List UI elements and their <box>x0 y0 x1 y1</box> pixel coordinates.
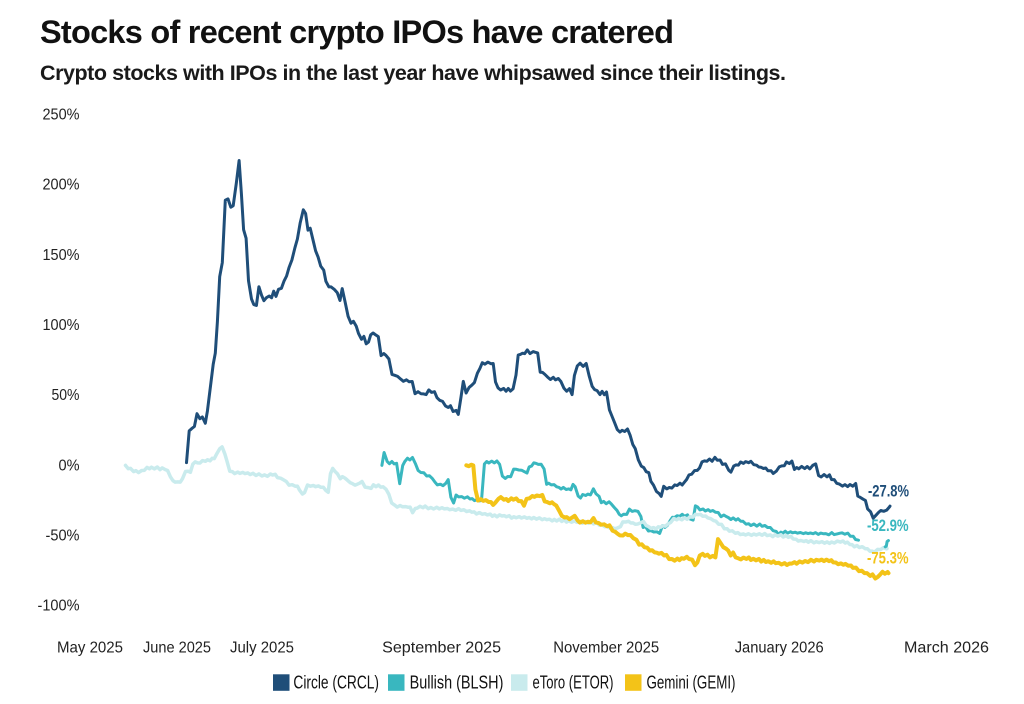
svg-text:200%: 200% <box>43 177 80 194</box>
svg-text:May 2025: May 2025 <box>57 640 123 657</box>
svg-text:September 2025: September 2025 <box>382 640 501 657</box>
svg-text:250%: 250% <box>43 106 80 123</box>
svg-text:100%: 100% <box>43 317 80 334</box>
svg-text:-100%: -100% <box>38 598 80 615</box>
svg-text:-50%: -50% <box>46 528 80 545</box>
svg-text:November 2025: November 2025 <box>553 640 659 657</box>
svg-text:-27.8%: -27.8% <box>868 482 909 501</box>
svg-text:Bullish (BLSH): Bullish (BLSH) <box>410 673 504 693</box>
svg-text:eToro (ETOR): eToro (ETOR) <box>533 673 614 693</box>
svg-text:June 2025: June 2025 <box>143 640 211 657</box>
svg-text:-75.3%: -75.3% <box>867 549 909 568</box>
svg-text:50%: 50% <box>52 387 80 404</box>
svg-text:Circle (CRCL): Circle (CRCL) <box>293 673 379 693</box>
svg-text:March 2026: March 2026 <box>904 640 989 657</box>
svg-text:0%: 0% <box>59 457 80 474</box>
svg-text:January 2026: January 2026 <box>735 640 824 657</box>
svg-text:150%: 150% <box>43 247 80 264</box>
svg-text:Gemini (GEMI): Gemini (GEMI) <box>647 673 736 693</box>
svg-text:-52.9%: -52.9% <box>867 516 909 535</box>
svg-text:July 2025: July 2025 <box>230 640 294 657</box>
